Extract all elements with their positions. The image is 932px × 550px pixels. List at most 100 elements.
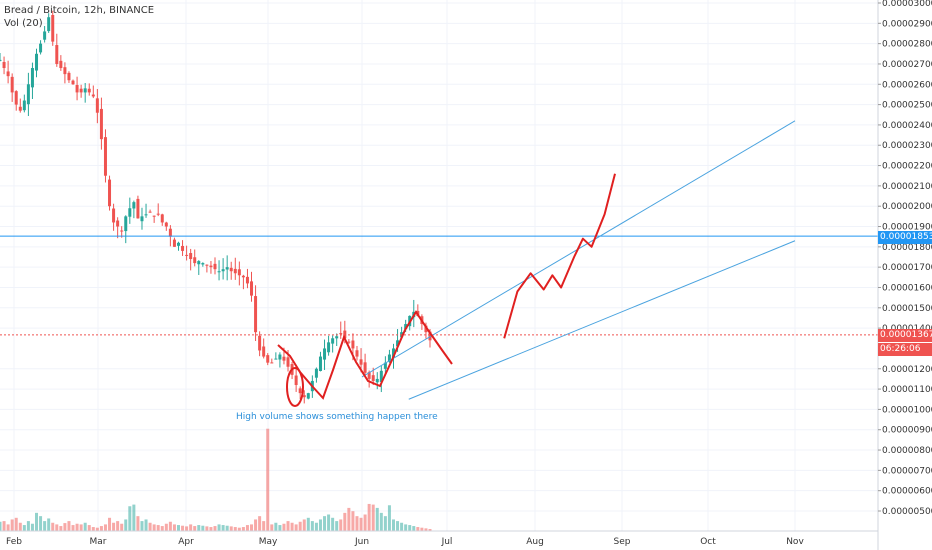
candle-body bbox=[39, 43, 43, 53]
candle-body bbox=[197, 261, 201, 265]
candle-body bbox=[347, 341, 351, 343]
time-axis[interactable]: Feb Mar Apr May Jun Jul Aug Sep Oct Nov bbox=[0, 530, 878, 547]
candle-body bbox=[282, 356, 286, 361]
candle-body bbox=[225, 267, 229, 270]
candle-body bbox=[103, 137, 107, 176]
volume-bar bbox=[282, 523, 286, 531]
volume-bar bbox=[318, 519, 322, 531]
volume-bar bbox=[339, 519, 343, 531]
price-tick-label: 0.00000700 bbox=[882, 466, 932, 476]
volume-bar bbox=[148, 522, 152, 531]
volume-bar bbox=[408, 525, 412, 531]
candlesticks bbox=[0, 10, 432, 404]
volume-bar bbox=[59, 526, 63, 531]
volume-bar bbox=[233, 527, 237, 531]
candle-body bbox=[47, 17, 51, 32]
volume-bar bbox=[95, 527, 99, 531]
candle-body bbox=[185, 254, 189, 256]
volume-bar bbox=[229, 526, 233, 531]
volume-bar bbox=[396, 521, 400, 531]
candle-body bbox=[132, 202, 136, 209]
trendline-drawings[interactable] bbox=[277, 120, 796, 407]
price-tick-label: 0.00001900 bbox=[882, 223, 932, 233]
candle-body bbox=[351, 340, 355, 349]
candle-body bbox=[302, 395, 306, 398]
candle-body bbox=[136, 198, 140, 219]
volume-bar bbox=[391, 519, 395, 531]
candle-body bbox=[95, 98, 99, 113]
volume-bar bbox=[254, 519, 258, 531]
volume-bar bbox=[128, 506, 132, 531]
price-tick-label: 0.00000800 bbox=[882, 446, 932, 456]
price-tick-label: 0.00000500 bbox=[882, 507, 932, 517]
candle-body bbox=[22, 100, 26, 111]
volume-bar bbox=[387, 505, 391, 531]
candle-body bbox=[152, 215, 156, 217]
volume-bar bbox=[310, 521, 314, 531]
volume-bar bbox=[136, 516, 140, 531]
candle-body bbox=[108, 179, 112, 207]
last-price-tag: 0.00001367 bbox=[878, 329, 932, 342]
volume-bar bbox=[274, 522, 278, 531]
candle-body bbox=[0, 59, 2, 61]
price-tick-label: 0.00002000 bbox=[882, 202, 932, 212]
candle-body bbox=[55, 45, 59, 64]
volume-bar bbox=[140, 521, 144, 531]
time-tick-label: Feb bbox=[6, 537, 22, 547]
volume-bar bbox=[87, 525, 91, 531]
candle-body bbox=[160, 214, 164, 223]
candle-body bbox=[371, 375, 375, 381]
candle-body bbox=[79, 88, 83, 93]
volume-bar bbox=[22, 525, 26, 531]
volume-bar bbox=[132, 504, 136, 531]
horizontal-level-price-tag: 0.00001853 bbox=[878, 231, 932, 244]
candle-body bbox=[237, 269, 241, 276]
candle-body bbox=[201, 263, 205, 265]
price-tick-label: 0.00002800 bbox=[882, 40, 932, 50]
price-tick-label: 0.00001700 bbox=[882, 263, 932, 273]
volume-bar bbox=[172, 524, 176, 531]
candle-body bbox=[193, 257, 197, 264]
candle-body bbox=[14, 91, 18, 105]
volume-bar bbox=[335, 521, 339, 531]
chart-grid bbox=[0, 0, 878, 531]
candle-body bbox=[10, 76, 14, 93]
candle-body bbox=[172, 239, 176, 247]
volume-bar bbox=[112, 522, 116, 531]
candle-body bbox=[428, 331, 432, 341]
price-tick-label: 0.00001600 bbox=[882, 283, 932, 293]
volume-indicator-label[interactable]: Vol (20) bbox=[4, 18, 43, 29]
volume-bar bbox=[176, 525, 180, 531]
volume-bar bbox=[181, 525, 185, 531]
candle-body bbox=[144, 214, 148, 216]
volume-bar bbox=[363, 514, 367, 531]
chart-annotation[interactable]: High volume shows something happen there bbox=[236, 412, 438, 422]
candle-body bbox=[2, 61, 6, 69]
price-levels bbox=[0, 235, 878, 336]
volume-bar bbox=[91, 527, 95, 531]
volume-bar bbox=[347, 507, 351, 531]
candle-body bbox=[241, 275, 245, 278]
volume-bar bbox=[79, 524, 83, 531]
volume-bar bbox=[383, 516, 387, 531]
price-tick-label: 0.00003000 bbox=[882, 0, 932, 9]
time-tick-label: Jul bbox=[441, 537, 453, 547]
pattern-wave-path bbox=[277, 310, 453, 400]
volume-bar bbox=[209, 527, 213, 531]
volume-bar bbox=[55, 524, 59, 531]
channel-lower-line bbox=[408, 240, 796, 400]
volume-bar bbox=[298, 521, 302, 531]
volume-bar bbox=[343, 512, 347, 531]
candle-body bbox=[375, 378, 379, 383]
volume-bar bbox=[0, 521, 2, 531]
symbol-label[interactable]: Bread / Bitcoin, 12h, BINANCE bbox=[4, 5, 155, 16]
price-axis[interactable]: 0.00003000 0.00002900 0.00002800 0.00002700… bbox=[877, 0, 932, 550]
volume-bar bbox=[108, 517, 112, 531]
volume-bar bbox=[116, 521, 120, 531]
volume-bar bbox=[286, 521, 290, 531]
candle-body bbox=[318, 356, 322, 372]
volume-bar bbox=[103, 524, 107, 531]
volume-bar bbox=[30, 523, 34, 531]
volume-bar bbox=[160, 526, 164, 531]
